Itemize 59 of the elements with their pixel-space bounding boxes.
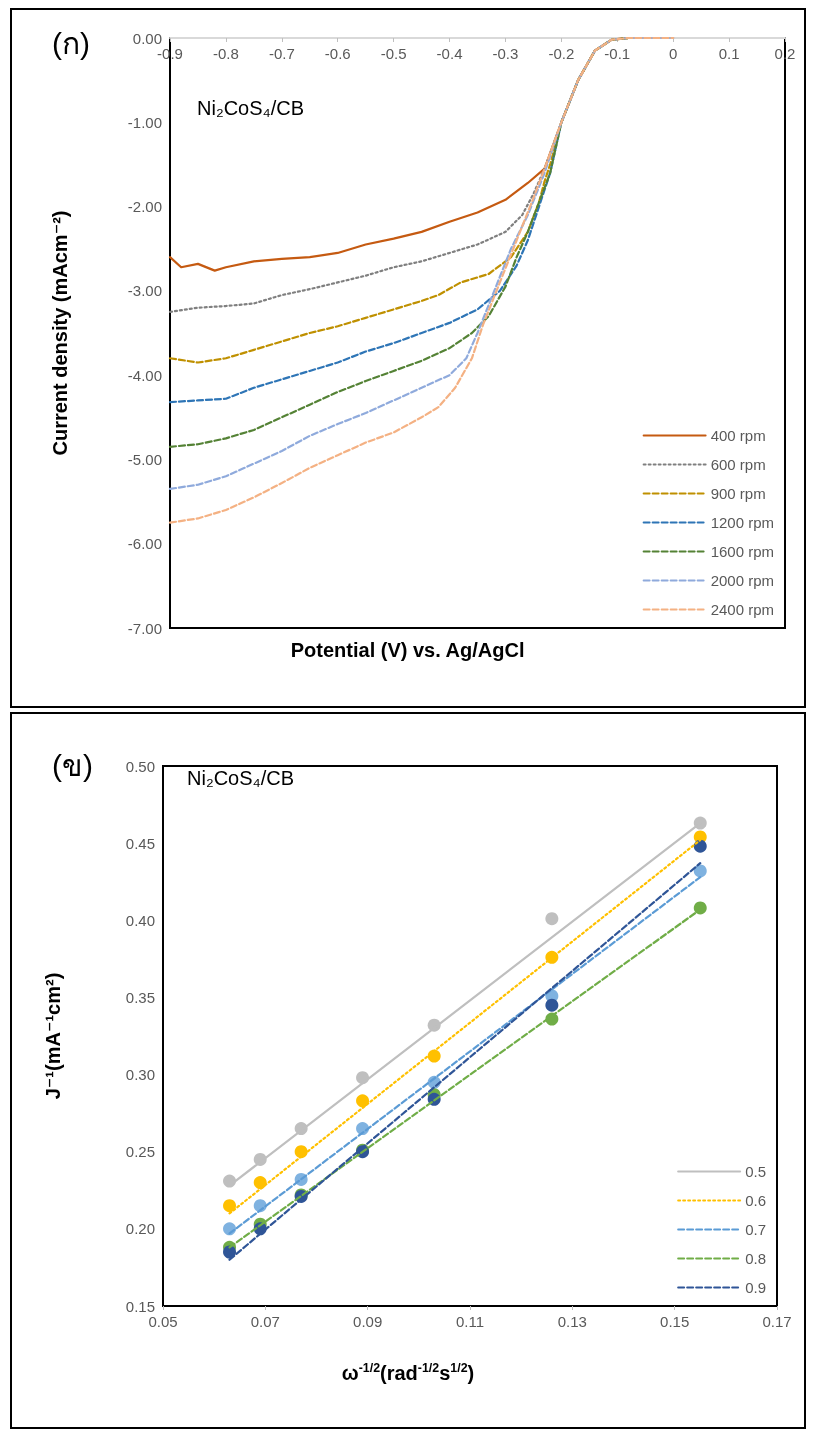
x-tick-label: -0.1 [604, 45, 631, 62]
y-tick-label: -3.00 [127, 282, 162, 300]
legend-label: 0.8 [745, 1250, 767, 1267]
x-tick-label: -0.3 [492, 45, 519, 62]
legend-label: 2400 rpm [710, 601, 775, 618]
x-tick-label: 0.11 [455, 1313, 485, 1330]
point [545, 998, 559, 1012]
y-tick-label: -7.00 [127, 619, 162, 637]
point [693, 839, 707, 853]
legend-label: 2000 rpm [710, 572, 775, 589]
annotation: Ni₂CoS₄/CB [197, 97, 305, 119]
y-tick-label: 0.40 [125, 911, 155, 929]
annotation: Ni₂CoS₄/CB [187, 767, 295, 789]
text: (ก) [52, 26, 90, 60]
x-tick-label: 0.09 [353, 1313, 383, 1330]
y-tick-label: 0.15 [125, 1297, 155, 1315]
x-tick-label: 0 [669, 45, 678, 62]
point [223, 1199, 237, 1213]
y-tick-label: 0.30 [125, 1066, 155, 1084]
y-tick-label: -2.00 [127, 198, 162, 216]
x-tick-label: 0.15 [660, 1313, 690, 1330]
y-tick-label: -4.00 [127, 366, 162, 384]
legend-label: 400 rpm [710, 427, 766, 444]
y-tick-label: -1.00 [127, 113, 162, 131]
x-tick-label: -0.5 [380, 45, 407, 62]
legend-label: 900 rpm [710, 485, 766, 502]
x-tick-label: 0.05 [148, 1313, 178, 1330]
x-axis-title: Potential (V) vs. Ag/AgCl [290, 639, 525, 661]
legend-label: 0.6 [745, 1192, 767, 1209]
x-tick-label: 0.07 [250, 1313, 280, 1330]
x-tick-label: -0.7 [268, 45, 295, 62]
x-tick-label: 0.1 [718, 45, 740, 62]
point [356, 1094, 370, 1108]
x-tick-label: -0.8 [212, 45, 239, 62]
legend-label: 0.7 [745, 1221, 767, 1238]
legend-label: 600 rpm [710, 456, 766, 473]
x-tick-label: 0.13 [557, 1313, 587, 1330]
y-tick-label: -5.00 [127, 450, 162, 468]
y-tick-label: 0.00 [132, 29, 162, 47]
x-tick-label: -0.6 [324, 45, 351, 62]
legend-label: 1200 rpm [710, 514, 775, 531]
y-tick-label: 0.20 [125, 1220, 155, 1238]
y-axis-title: J⁻¹(mA⁻¹cm²) [42, 972, 64, 1100]
point [545, 912, 559, 926]
x-tick-label: -0.2 [548, 45, 575, 62]
point [693, 864, 707, 878]
y-tick-label: 0.45 [125, 834, 155, 852]
legend-label: 0.5 [745, 1163, 767, 1180]
y-tick-label: 0.35 [125, 988, 155, 1006]
text: (ข) [52, 748, 93, 782]
x-tick-label: 0.17 [762, 1313, 792, 1330]
legend-label: 0.9 [745, 1279, 767, 1296]
point [693, 901, 707, 915]
legend-label: 1600 rpm [710, 543, 775, 560]
y-tick-label: -6.00 [127, 535, 162, 553]
y-tick-label: 0.25 [125, 1143, 155, 1161]
y-tick-label: 0.50 [125, 757, 155, 775]
y-axis-title: Current density (mAcm⁻²) [49, 210, 71, 456]
x-tick-label: -0.4 [436, 45, 463, 62]
